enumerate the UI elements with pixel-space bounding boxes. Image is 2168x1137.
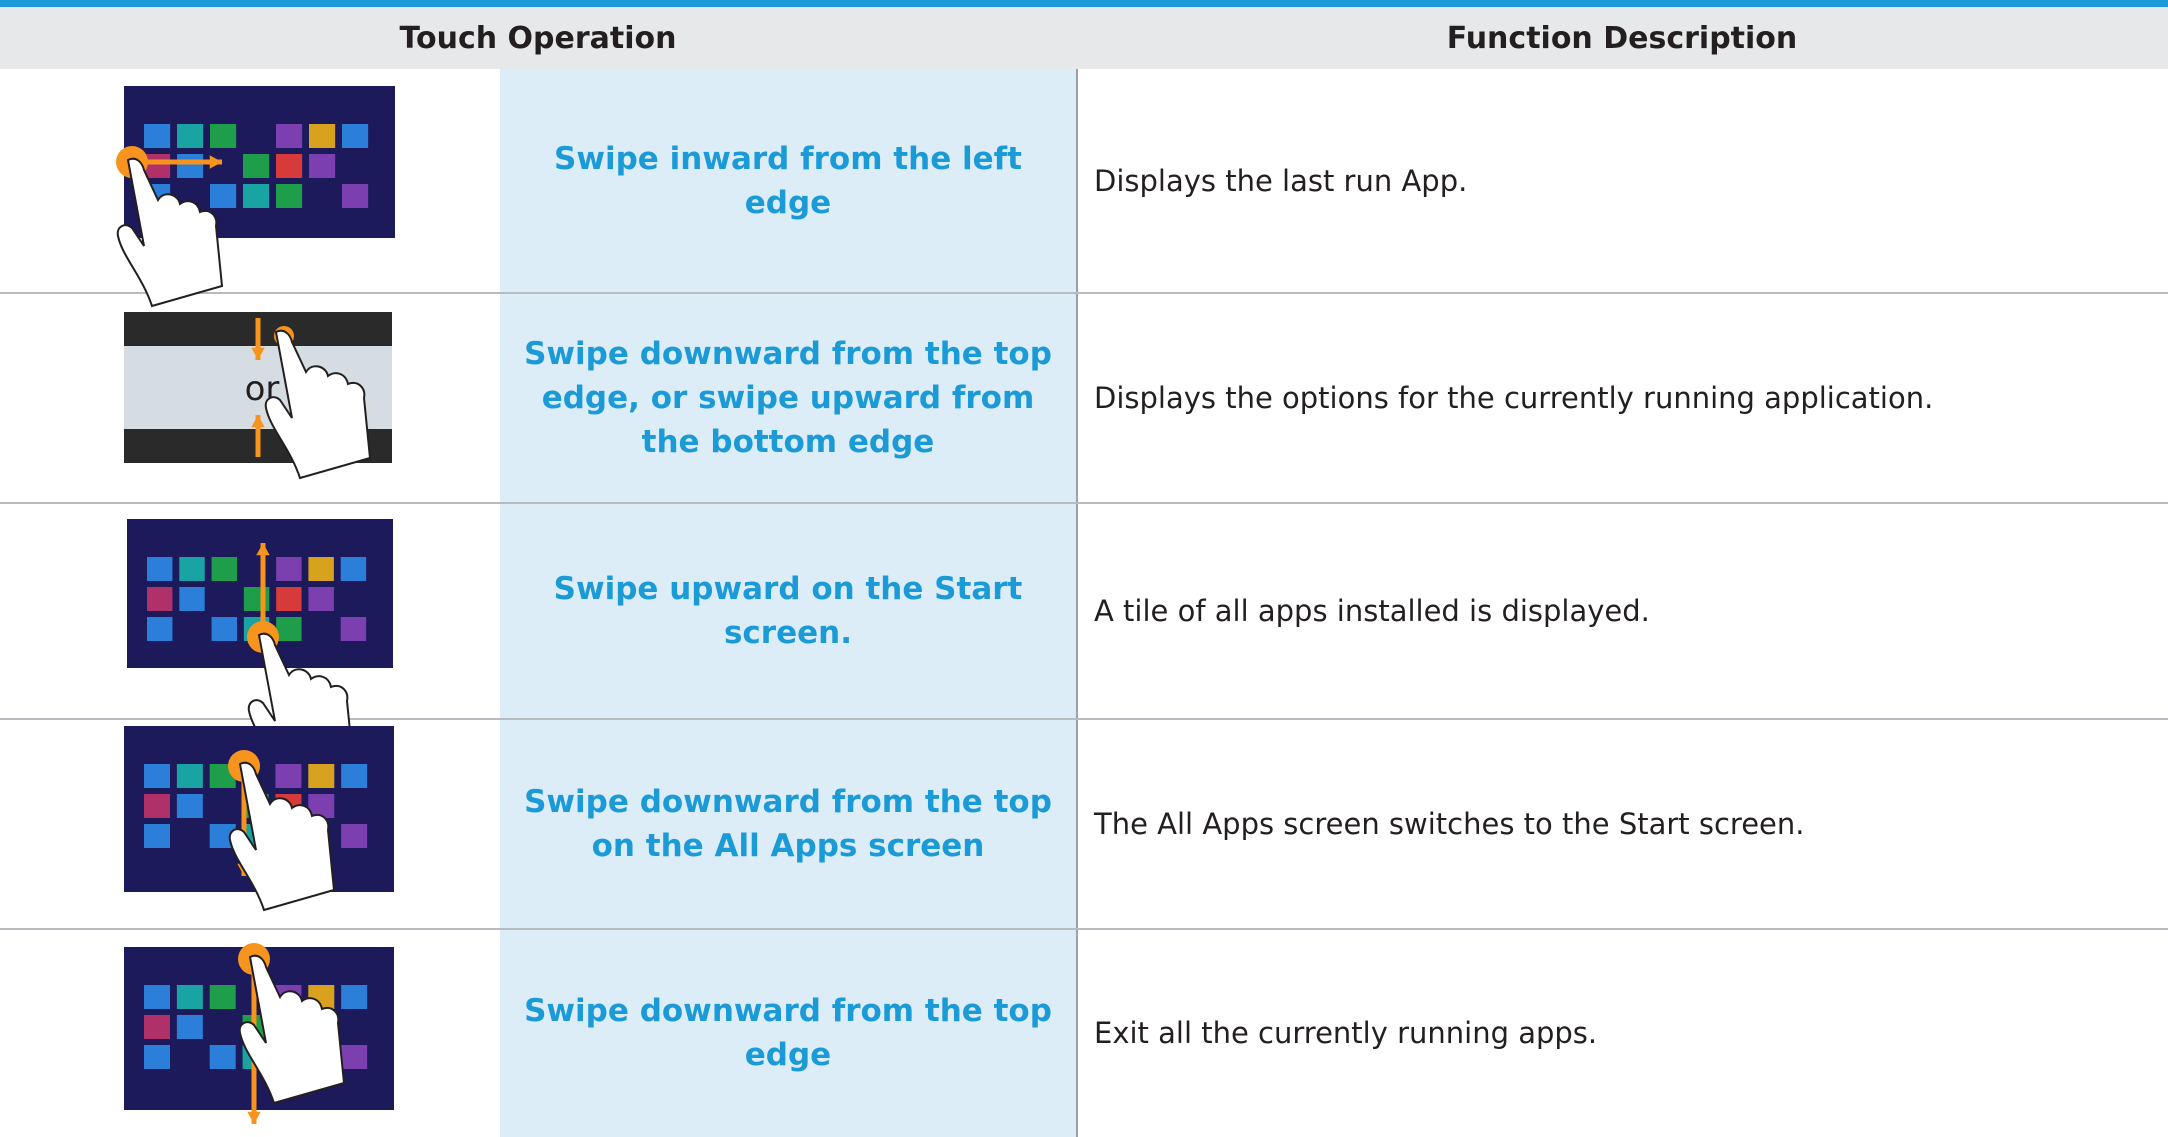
tile xyxy=(144,1045,170,1069)
arrow-head xyxy=(256,543,270,556)
tile xyxy=(144,1015,170,1039)
row-rule xyxy=(0,502,2168,504)
tile xyxy=(144,794,170,818)
tile xyxy=(177,124,204,148)
tile xyxy=(144,985,170,1009)
arrow-head xyxy=(209,155,222,169)
tile xyxy=(276,154,303,178)
header-text: Touch Operation xyxy=(399,20,677,56)
operation-cell-text: Swipe upward on the Start screen. xyxy=(553,571,1023,651)
arrow-head xyxy=(251,347,265,360)
tile xyxy=(144,124,171,148)
tile xyxy=(309,154,336,178)
operation-cell: Swipe downward from the top edge, or swi… xyxy=(500,293,1076,503)
arrow-head xyxy=(251,415,265,428)
description-cell: The All Apps screen switches to the Star… xyxy=(1076,719,2168,929)
row-rule xyxy=(0,718,2168,720)
tile xyxy=(243,184,270,208)
tile xyxy=(179,587,205,611)
tile xyxy=(308,557,334,581)
description-cell: A tile of all apps installed is displaye… xyxy=(1076,503,2168,719)
tile xyxy=(176,1015,203,1039)
description-cell-text: A tile of all apps installed is displaye… xyxy=(1094,594,1650,628)
tile xyxy=(276,587,302,611)
tile xyxy=(340,557,367,581)
tile xyxy=(276,617,302,641)
description-cell-text: Exit all the currently running apps. xyxy=(1094,1016,1598,1050)
tile xyxy=(147,587,173,611)
operation-cell: Swipe inward from the left edge xyxy=(500,69,1076,293)
tile xyxy=(276,557,302,581)
row-rule xyxy=(0,928,2168,930)
tile xyxy=(210,184,237,208)
header-cell: Touch Operation xyxy=(0,7,1076,69)
tile xyxy=(147,557,173,581)
description-cell: Exit all the currently running apps. xyxy=(1076,929,2168,1137)
tile xyxy=(210,124,237,148)
tile xyxy=(308,794,335,818)
description-cell-text: Displays the options for the currently r… xyxy=(1094,381,1934,415)
operation-cell-text: Swipe downward from the top edge, or swi… xyxy=(524,336,1052,460)
tile xyxy=(341,824,368,848)
description-cell: Displays the options for the currently r… xyxy=(1076,293,2168,503)
tile xyxy=(144,764,170,788)
operation-cell: Swipe upward on the Start screen. xyxy=(500,503,1076,719)
tile xyxy=(243,154,270,178)
tile xyxy=(144,824,170,848)
operation-cell-text: Swipe downward from the top edge xyxy=(524,993,1052,1073)
description-cell: Displays the last run App. xyxy=(1076,69,2168,293)
description-cell-text: The All Apps screen switches to the Star… xyxy=(1094,807,1805,841)
tile xyxy=(340,617,367,641)
arrow-head xyxy=(247,1111,261,1124)
tile xyxy=(308,587,334,611)
tile xyxy=(342,184,369,208)
operation-cell-text: Swipe downward from the top on the All A… xyxy=(524,784,1052,864)
tile xyxy=(209,1045,236,1069)
top-rule xyxy=(0,0,2168,7)
tile xyxy=(176,794,203,818)
description-cell-text: Displays the last run App. xyxy=(1094,164,1468,198)
tile xyxy=(276,184,303,208)
operation-cell: Swipe downward from the top on the All A… xyxy=(500,719,1076,929)
header-cell: Function Description xyxy=(1076,7,2168,69)
tile xyxy=(275,764,302,788)
tile xyxy=(209,985,236,1009)
hand xyxy=(238,954,346,1105)
tile xyxy=(177,154,204,178)
tile xyxy=(211,617,237,641)
tile xyxy=(179,557,205,581)
tile xyxy=(176,985,203,1009)
tile xyxy=(176,764,203,788)
hand xyxy=(228,761,336,912)
tile xyxy=(211,557,237,581)
tile xyxy=(341,985,368,1009)
tile xyxy=(276,124,303,148)
tile xyxy=(341,764,368,788)
operation-cell: Swipe downward from the top edge xyxy=(500,929,1076,1137)
row-rule xyxy=(0,292,2168,294)
operation-cell-text: Swipe inward from the left edge xyxy=(554,141,1022,221)
tile xyxy=(342,124,369,148)
tile xyxy=(308,764,335,788)
tile xyxy=(147,617,173,641)
tile xyxy=(144,154,171,178)
header-text: Function Description xyxy=(1446,20,1798,56)
tile xyxy=(341,1045,368,1069)
hand xyxy=(116,157,224,308)
tile xyxy=(309,124,336,148)
hand xyxy=(264,329,372,480)
